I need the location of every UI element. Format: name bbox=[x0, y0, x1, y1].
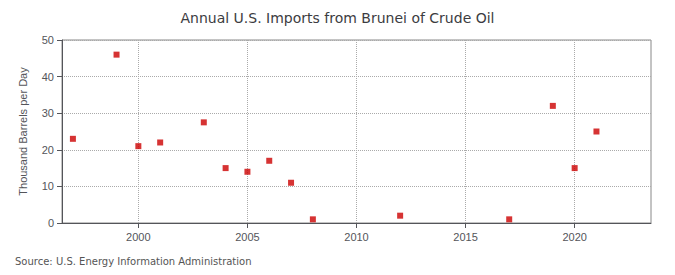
svg-text:2010: 2010 bbox=[344, 231, 368, 243]
svg-text:Annual U.S. Imports from Brune: Annual U.S. Imports from Brunei of Crude… bbox=[181, 10, 495, 26]
svg-text:10: 10 bbox=[42, 180, 54, 192]
svg-text:2015: 2015 bbox=[453, 231, 477, 243]
svg-text:2000: 2000 bbox=[126, 231, 150, 243]
svg-text:2005: 2005 bbox=[235, 231, 259, 243]
svg-text:2020: 2020 bbox=[562, 231, 586, 243]
svg-text:Source: U.S. Energy Informatio: Source: U.S. Energy Information Administ… bbox=[15, 256, 252, 267]
svg-text:30: 30 bbox=[42, 107, 54, 119]
svg-text:20: 20 bbox=[42, 144, 54, 156]
svg-text:0: 0 bbox=[48, 217, 54, 229]
svg-text:50: 50 bbox=[42, 34, 54, 46]
svg-text:40: 40 bbox=[42, 71, 54, 83]
svg-text:Thousand Barrels per Day: Thousand Barrels per Day bbox=[17, 67, 29, 196]
